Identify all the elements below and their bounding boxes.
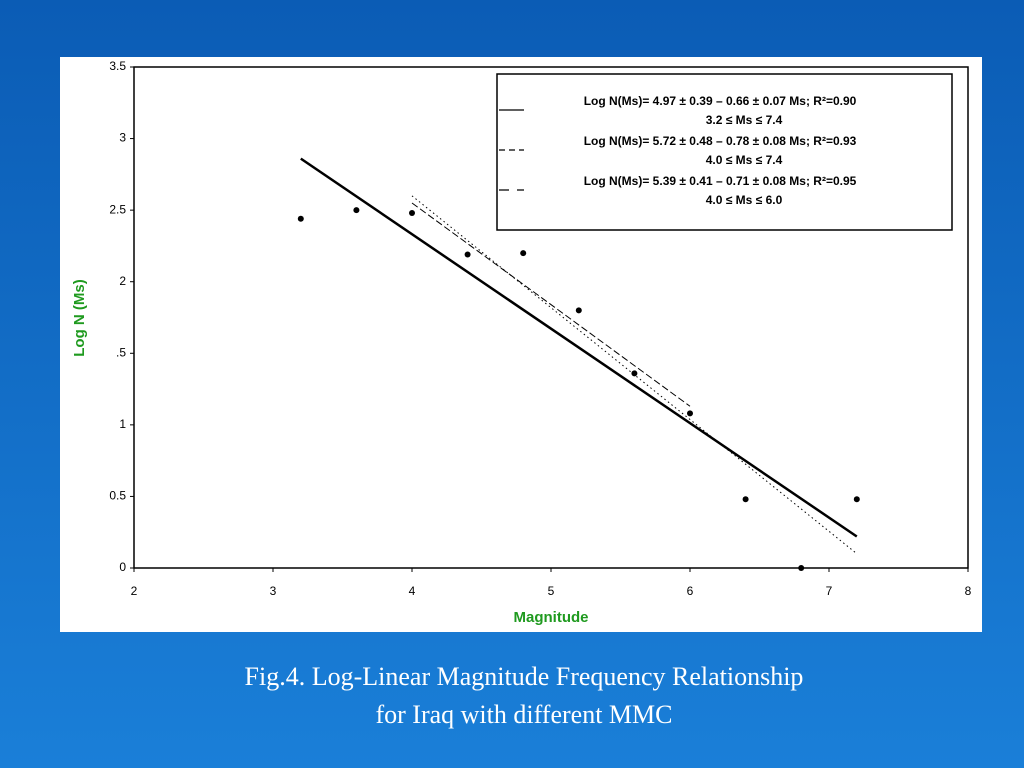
y-tick-label: 3.5 (109, 59, 126, 73)
data-point (687, 410, 693, 417)
data-point (575, 307, 582, 314)
legend-range: 4.0 ≤ Ms ≤ 7.4 (706, 153, 783, 167)
y-tick-label: 0 (119, 560, 126, 574)
data-point (409, 210, 415, 217)
data-point (742, 496, 749, 503)
y-tick-label: 0.5 (109, 489, 126, 503)
y-tick-label: 3 (119, 131, 126, 145)
data-point (297, 215, 304, 222)
legend-box (496, 73, 953, 231)
fit-line (300, 157, 858, 538)
x-tick-label: 5 (548, 584, 555, 598)
y-tick-label: 1 (119, 417, 126, 431)
fit-line (411, 202, 691, 407)
fit-line (411, 195, 858, 555)
x-tick-label: 3 (270, 584, 277, 598)
legend-range: 4.0 ≤ Ms ≤ 6.0 (706, 193, 783, 207)
x-tick-label: 2 (131, 584, 138, 598)
y-tick-label: 2.5 (109, 202, 126, 216)
data-point (520, 250, 527, 257)
legend-range: 3.2 ≤ Ms ≤ 7.4 (706, 113, 783, 127)
y-tick-label: .5 (116, 345, 126, 359)
caption-line: Fig.4. Log-Linear Magnitude Frequency Re… (245, 662, 804, 691)
y-axis-title: Log N (Ms) (71, 279, 88, 356)
data-point (631, 370, 638, 377)
legend-label: Log N(Ms)= 5.72 ± 0.48 – 0.78 ± 0.08 Ms;… (584, 134, 857, 148)
legend-label: Log N(Ms)= 4.97 ± 0.39 – 0.66 ± 0.07 Ms;… (584, 94, 857, 108)
data-point (353, 207, 360, 214)
data-point (853, 496, 860, 503)
data-point (464, 251, 471, 258)
legend-label: Log N(Ms)= 5.39 ± 0.41 – 0.71 ± 0.08 Ms;… (584, 174, 857, 188)
x-tick-label: 7 (826, 584, 833, 598)
data-point (798, 565, 805, 571)
x-axis-title: Magnitude (514, 609, 589, 626)
x-tick-label: 4 (409, 584, 416, 598)
y-tick-label: 2 (119, 274, 126, 288)
x-tick-label: 8 (965, 584, 972, 598)
caption-line: for Iraq with different MMC (375, 700, 672, 729)
x-tick-label: 6 (687, 584, 694, 598)
